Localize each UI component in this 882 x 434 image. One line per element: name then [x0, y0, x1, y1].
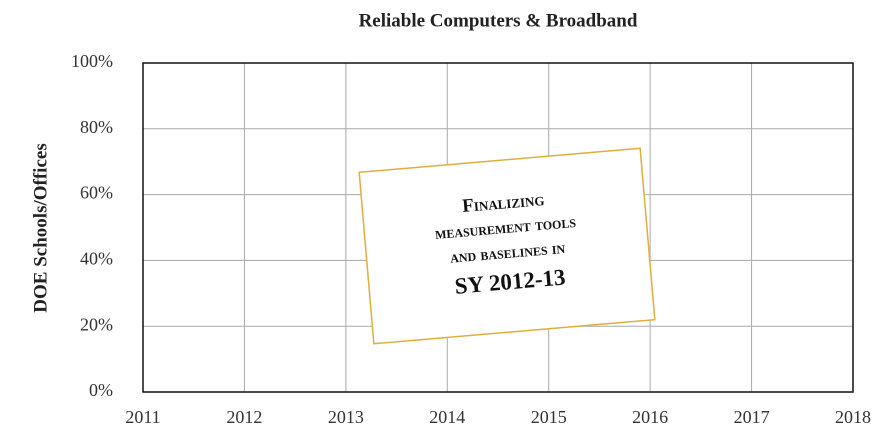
- y-tick-label: 60%: [80, 183, 113, 203]
- x-tick-label: 2011: [125, 407, 160, 427]
- y-axis-label: DOE Schools/Offices: [30, 143, 51, 312]
- y-tick-label: 0%: [89, 380, 113, 400]
- y-tick-label: 80%: [80, 117, 113, 137]
- y-tick-label: 20%: [80, 314, 113, 334]
- page: Reliable Computers & Broadband DOE Schoo…: [0, 0, 882, 434]
- x-tick-label: 2018: [835, 407, 871, 427]
- x-tick-label: 2017: [734, 407, 770, 427]
- annotation-note: Finalizingmeasurement toolsand baselines…: [359, 148, 655, 343]
- y-tick-label: 100%: [71, 51, 113, 71]
- chart: Reliable Computers & Broadband DOE Schoo…: [0, 0, 882, 434]
- x-tick-label: 2014: [429, 407, 465, 427]
- x-tick-label: 2015: [531, 407, 567, 427]
- x-tick-label: 2013: [328, 407, 364, 427]
- x-tick-label: 2016: [632, 407, 668, 427]
- chart-title: Reliable Computers & Broadband: [359, 10, 638, 31]
- y-tick-label: 40%: [80, 249, 113, 269]
- x-tick-label: 2012: [226, 407, 262, 427]
